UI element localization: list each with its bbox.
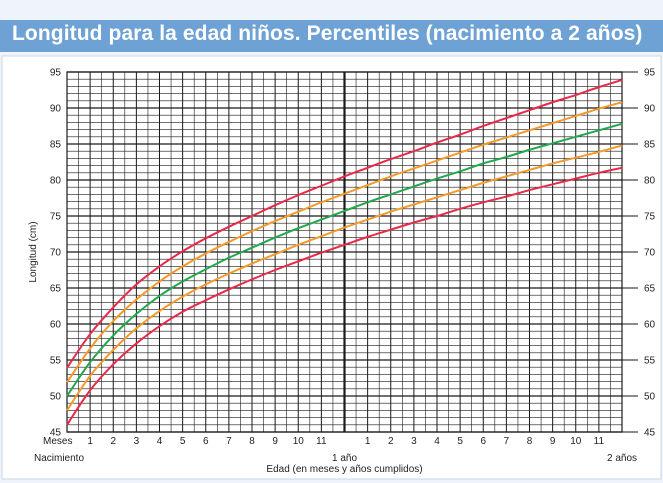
x-tick-label: 2 [388,436,394,447]
y-tick-label-left: 90 [50,104,62,115]
y-tick-label-right: 75 [644,212,656,223]
y-tick-label-left: 80 [50,176,62,187]
x-tick-label: 8 [527,436,533,447]
x-tick-label: 11 [594,436,605,447]
x-tick-label: 6 [203,436,209,447]
y-tick-label-left: 65 [50,284,62,295]
x-tick-label: 6 [480,436,486,447]
x-tick-start-label: Nacimiento [34,453,84,464]
y-tick-label-left: 85 [50,140,62,151]
x-tick-year1-label: 1 año [332,453,357,464]
x-tick-label: 7 [226,436,232,447]
y-tick-label-left: 95 [50,68,62,79]
percentile-curve-4 [66,101,623,383]
x-tick-label: 3 [134,436,140,447]
y-axis-label: Longitud (cm) [28,221,39,282]
x-tick-label: 4 [157,436,163,447]
y-tick-label-right: 60 [644,320,656,331]
percentile-curve-1 [66,166,623,426]
x-tick-label: 11 [316,436,327,447]
x-tick-label: 1 [365,436,371,447]
y-tick-label-left: 55 [50,356,62,367]
percentile-curve-3 [66,122,623,397]
y-tick-label-right: 45 [644,428,656,439]
y-tick-label-right: 80 [644,176,656,187]
x-tick-label: 10 [570,436,582,447]
y-tick-label-left: 75 [50,212,62,223]
x-tick-label: 3 [411,436,417,447]
y-tick-label-right: 70 [644,248,656,259]
y-tick-label-left: 45 [50,428,62,439]
x-tick-label: 7 [504,436,510,447]
y-tick-label-right: 90 [644,104,656,115]
y-tick-label-left: 70 [50,248,62,259]
x-tick-label: 5 [180,436,186,447]
y-tick-label-right: 55 [644,356,656,367]
x-tick-label: 1 [87,436,93,447]
chart-title: Longitud para la edad niños. Percentiles… [12,22,643,45]
y-tick-label-right: 65 [644,284,656,295]
x-axis-label: Edad (en meses y años cumplidos) [266,464,422,475]
percentile-curve-2 [66,144,623,411]
x-tick-year2-label: 2 años [607,453,637,464]
x-tick-label: 5 [457,436,463,447]
y-tick-label-right: 50 [644,392,656,403]
x-tick-months-label: Meses [43,436,72,447]
y-tick-label-left: 60 [50,320,62,331]
x-tick-label: 9 [272,436,278,447]
y-tick-label-right: 85 [644,140,656,151]
y-tick-label-right: 95 [644,68,656,79]
x-tick-label: 10 [293,436,305,447]
x-tick-label: 4 [434,436,440,447]
x-tick-label: 9 [550,436,556,447]
x-tick-label: 2 [110,436,116,447]
y-tick-label-left: 50 [50,392,62,403]
title-bar: Longitud para la edad niños. Percentiles… [0,20,663,52]
x-tick-label: 8 [249,436,255,447]
percentile-curve-5 [66,78,623,369]
